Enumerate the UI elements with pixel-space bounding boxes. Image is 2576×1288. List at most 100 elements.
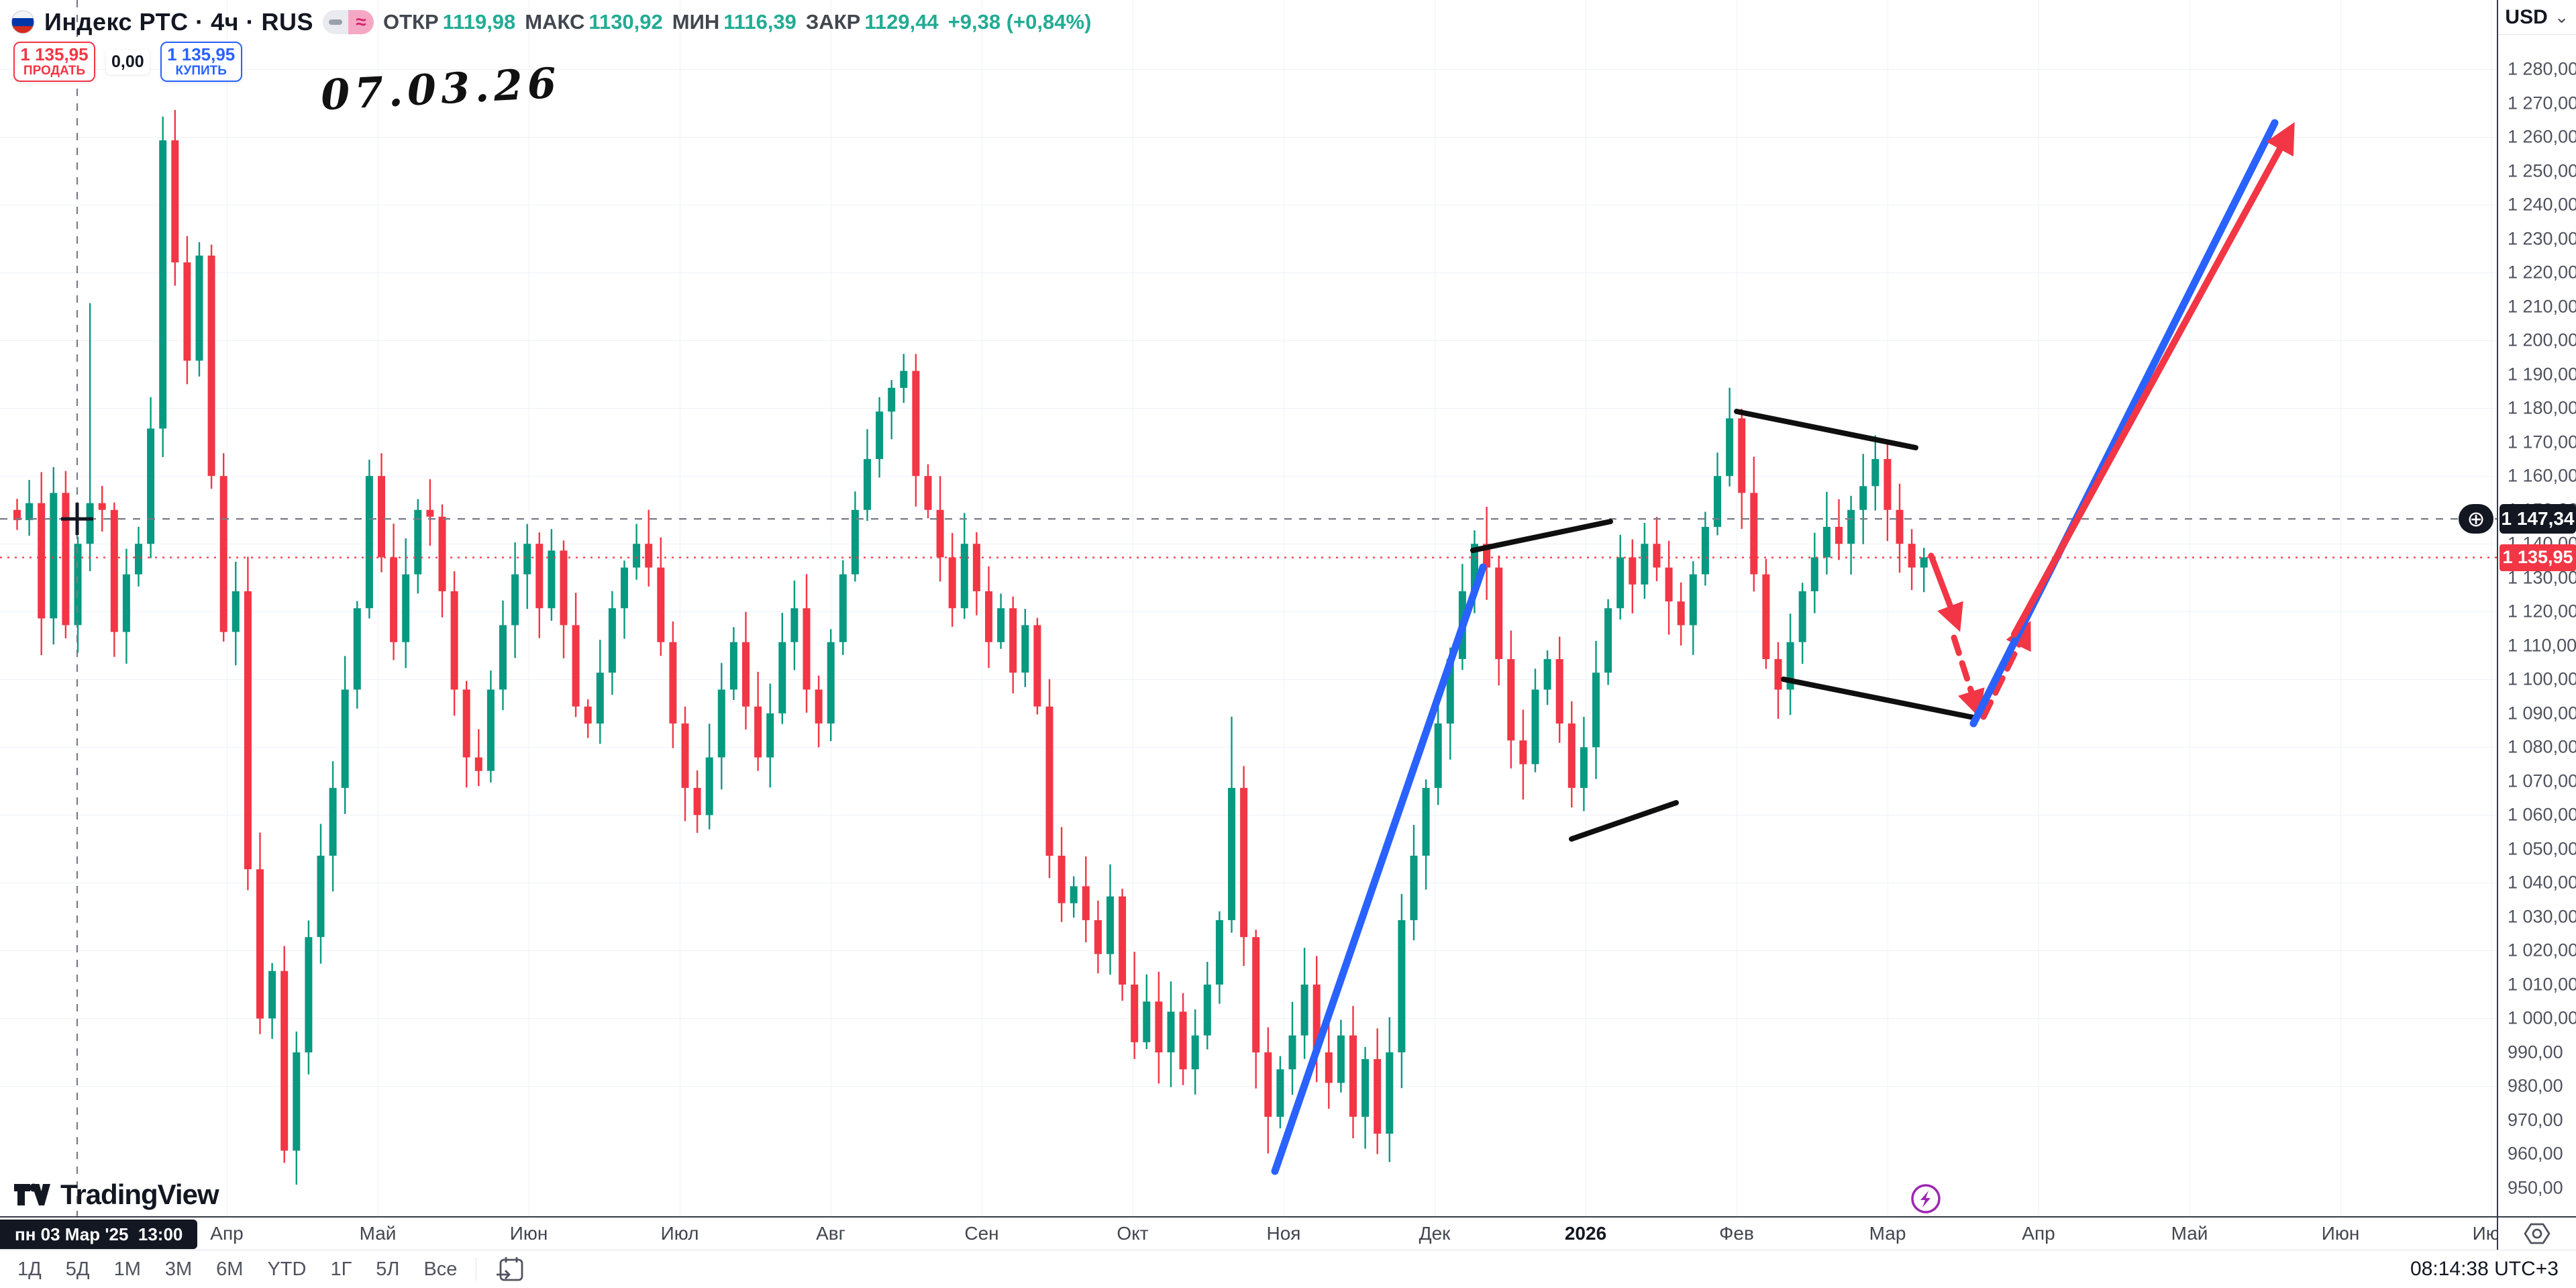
time-tick-label[interactable]: Май — [2171, 1223, 2208, 1244]
time-tick-label[interactable]: Июн — [2321, 1223, 2360, 1244]
v-gridline — [2491, 0, 2492, 1216]
h-gridline — [0, 1086, 2497, 1087]
price-tick-label: 1 270,00 — [2508, 93, 2576, 113]
red-arrow-down-dashed[interactable] — [1951, 634, 1985, 718]
buy-label: КУПИТЬ — [175, 63, 227, 78]
h-gridline — [0, 137, 2497, 138]
range-YTD[interactable]: YTD — [267, 1258, 307, 1280]
price-tick-label: 1 160,00 — [2508, 465, 2576, 486]
crosshair-price-label: 1 147,34 — [2500, 504, 2576, 534]
lightning-event-icon[interactable] — [1911, 1184, 1941, 1213]
add-alert-plus-icon[interactable]: ⊕ — [2459, 504, 2493, 534]
price-tick-label: 1 240,00 — [2508, 194, 2576, 215]
black-trendline-upper-feb[interactable] — [1734, 409, 1918, 450]
sell-button[interactable]: 1 135,95 ПРОДАТЬ — [13, 42, 95, 82]
price-change: +9,38 (+0,84%) — [947, 10, 1092, 34]
market-closed-icon — [323, 10, 348, 34]
price-tick-label: 1 180,00 — [2508, 397, 2576, 418]
h-gridline — [0, 950, 2497, 952]
tradingview-logo-icon — [14, 1183, 50, 1205]
approx-data-icon: ≈ — [348, 10, 374, 34]
h-gridline — [0, 476, 2497, 477]
black-trendline-lower-dec[interactable] — [1569, 800, 1679, 842]
price-tick-label: 1 200,00 — [2508, 330, 2576, 350]
time-tick-label[interactable]: Окт — [1117, 1223, 1149, 1244]
red-arrow-up-dashed[interactable] — [1980, 620, 2031, 720]
time-tick-label[interactable]: Сен — [964, 1223, 999, 1244]
price-tick-label: 980,00 — [2508, 1075, 2563, 1096]
range-5Д[interactable]: 5Д — [65, 1258, 90, 1280]
range-Все[interactable]: Все — [423, 1258, 458, 1280]
symbol-title[interactable]: Индекс РТС · 4ч · RUS — [44, 8, 313, 36]
h-gridline — [0, 679, 2497, 681]
ohlc-low: МИН 1116,39 — [672, 10, 796, 34]
black-trendline-lower-mar[interactable] — [1781, 677, 1979, 721]
price-tick-label: 1 190,00 — [2508, 364, 2576, 385]
h-gridline — [0, 408, 2497, 409]
candlestick-chart[interactable] — [0, 0, 2497, 1216]
ohlc-open: ОТКР 1119,98 — [383, 10, 516, 34]
hexagon-settings-icon — [2524, 1223, 2551, 1244]
range-1М[interactable]: 1М — [113, 1258, 141, 1280]
time-tick-label[interactable]: Ноя — [1266, 1223, 1301, 1244]
buy-button[interactable]: 1 135,95 КУПИТЬ — [160, 42, 242, 82]
time-tick-label[interactable]: Май — [359, 1223, 397, 1244]
time-tick-label[interactable]: Апр — [210, 1223, 244, 1244]
price-tick-label: 1 080,00 — [2508, 736, 2576, 757]
range-1Г[interactable]: 1Г — [330, 1258, 352, 1280]
last-price-label: 1 135,95 — [2500, 544, 2576, 571]
ohlc-close: ЗАКР 1129,44 — [805, 10, 939, 34]
time-tick-label[interactable]: Дек — [1419, 1223, 1451, 1244]
chart-plot-area[interactable]: Индекс РТС · 4ч · RUS ≈ ОТКР 1119,98 МАКС… — [0, 0, 2497, 1216]
market-status-pill[interactable]: ≈ — [323, 10, 374, 34]
time-tick-label[interactable]: Июн — [509, 1223, 548, 1244]
black-trendline-upper-dec[interactable] — [1470, 519, 1613, 553]
time-axis[interactable]: Апр Май Июн Июл Авг Сен Окт Ноя Дек 2026 Фев Мар Апр… — [0, 1216, 2510, 1250]
calendar-arrow-icon — [497, 1257, 523, 1281]
price-tick-label: 1 060,00 — [2508, 804, 2576, 825]
price-tick-label: 1 110,00 — [2508, 635, 2576, 656]
range-3М[interactable]: 3М — [164, 1258, 193, 1280]
price-tick-label: 970,00 — [2508, 1109, 2563, 1130]
price-tick-label: 1 220,00 — [2508, 262, 2576, 283]
russia-flag-icon — [11, 10, 35, 34]
price-tick-label: 990,00 — [2508, 1042, 2563, 1062]
price-axis[interactable]: USD ⌄ 1 280,00 1 270,00 1 260,00 1 250,00 1 … — [2497, 0, 2576, 1216]
symbol-legend: Индекс РТС · 4ч · RUS ≈ ОТКР 1119,98 МАКС… — [11, 8, 1091, 36]
h-gridline — [0, 611, 2497, 613]
server-clock[interactable]: 08:14:38 UTC+3 — [2410, 1258, 2559, 1280]
currency-label: USD — [2505, 5, 2548, 28]
price-tick-label: 1 000,00 — [2508, 1007, 2576, 1028]
buy-price: 1 135,95 — [167, 44, 236, 65]
price-tick-label: 1 090,00 — [2508, 703, 2576, 724]
range-1Д[interactable]: 1Д — [17, 1258, 42, 1280]
price-tick-label: 1 050,00 — [2508, 838, 2576, 859]
time-tick-label[interactable]: Апр — [2022, 1223, 2055, 1244]
chevron-down-icon: ⌄ — [2554, 7, 2569, 27]
tradingview-logo[interactable]: TradingView — [13, 1179, 219, 1211]
time-tick-label[interactable]: Мар — [1869, 1223, 1906, 1244]
blue-trendline-1[interactable] — [1271, 563, 1487, 1175]
time-axis-settings[interactable] — [2497, 1216, 2576, 1250]
goto-date-button[interactable] — [495, 1254, 526, 1284]
time-tick-label[interactable]: 2026 — [1564, 1223, 1607, 1244]
time-tick-label[interactable]: Авг — [816, 1223, 845, 1244]
date-range-switcher: 1Д 5Д 1М 3М 6М YTD 1Г 5Л Все — [17, 1258, 457, 1281]
time-tick-label[interactable]: Фев — [1719, 1223, 1754, 1244]
red-arrow-down-solid[interactable] — [1928, 552, 1963, 632]
price-tick-label: 1 040,00 — [2508, 872, 2576, 893]
h-gridline — [0, 340, 2497, 342]
currency-selector[interactable]: USD ⌄ — [2498, 0, 2576, 35]
tradingview-logo-text: TradingView — [60, 1179, 219, 1210]
price-tick-label: 1 100,00 — [2508, 668, 2576, 689]
price-tick-label: 1 170,00 — [2508, 432, 2576, 452]
price-tick-label: 1 020,00 — [2508, 940, 2576, 960]
red-arrow-up-long[interactable] — [2011, 121, 2295, 638]
range-6М[interactable]: 6М — [216, 1258, 244, 1280]
spread-value: 0,00 — [106, 49, 150, 75]
range-5Л[interactable]: 5Л — [376, 1258, 400, 1280]
price-tick-label: 1 280,00 — [2508, 58, 2576, 79]
bottom-toolbar: 1Д 5Д 1М 3М 6М YTD 1Г 5Л Все 08:14:38 UTC+3 — [0, 1250, 2576, 1288]
time-tick-label[interactable]: Июл — [660, 1223, 699, 1244]
